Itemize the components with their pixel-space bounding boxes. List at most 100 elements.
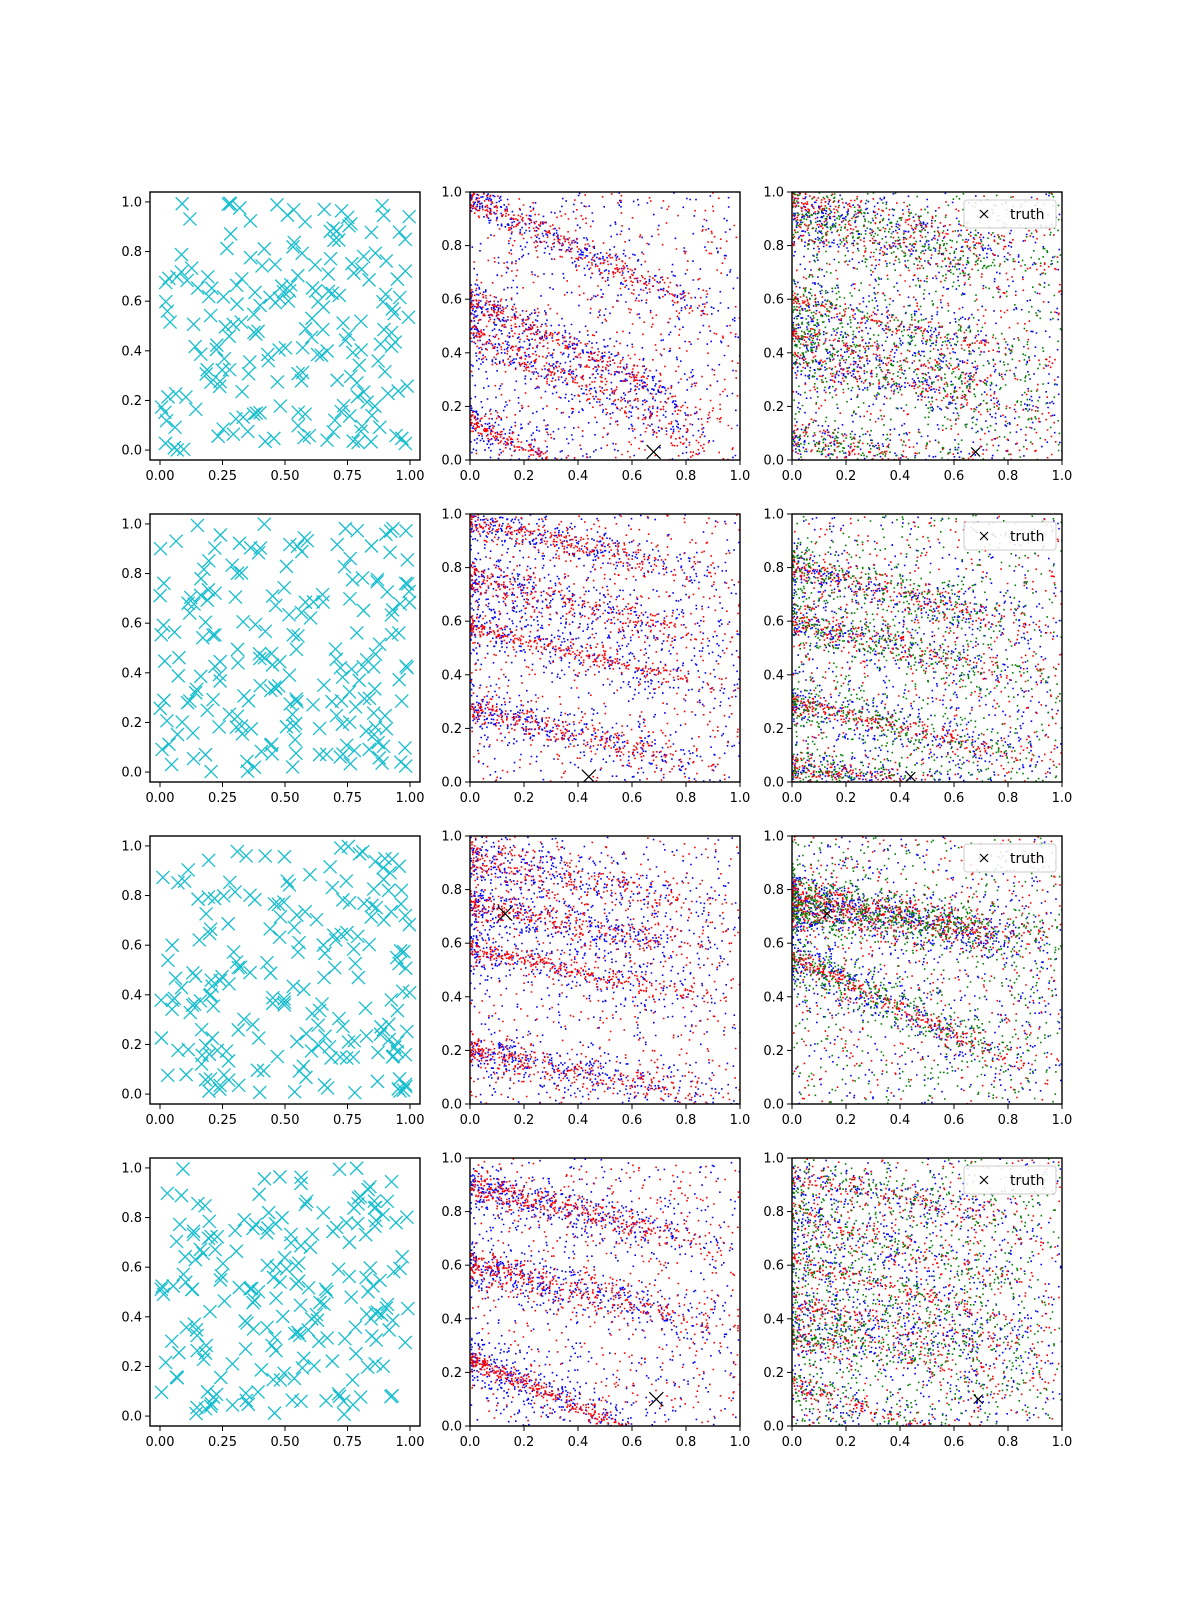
x-marker [342,591,357,606]
x-marker [271,897,286,912]
x-marker [241,693,256,708]
data-points [154,839,417,1100]
x-marker [369,900,384,915]
point-cloud-series-0 [470,836,740,1104]
x-marker [292,1328,307,1343]
x-marker [356,249,371,264]
x-marker [325,286,340,301]
x-marker [250,1063,265,1078]
x-marker [367,399,382,414]
x-marker [372,420,387,435]
x-marker [277,991,292,1006]
x-marker [190,281,205,295]
data-points [153,517,417,779]
y-tick-label: 0.2 [121,1360,142,1375]
data-points [154,196,417,457]
x-marker [213,674,228,688]
x-marker [305,281,320,295]
x-marker [320,1331,335,1345]
x-marker [367,1194,382,1209]
x-marker [349,1161,364,1176]
x-marker [320,344,335,358]
x-marker [175,715,190,730]
x-marker [289,746,304,761]
x-marker [190,518,205,533]
x-marker [176,1267,191,1282]
x-marker [259,1225,274,1240]
x-marker [243,213,258,228]
x-marker [208,628,222,642]
y-tick-label: 0.6 [441,293,462,308]
x-marker [389,1215,404,1230]
x-marker [289,908,304,923]
x-tick-label: 0.00 [146,469,175,484]
x-marker [257,241,272,256]
x-marker [199,367,214,381]
subplot-r1-c1: 0.0 0.2 0.4 0.6 0.8 1.0 0.0 0.2 0.4 0.6 0.8 1.0 [441,508,750,807]
y-tick-label: 0.8 [441,883,462,898]
x-marker [260,1258,275,1273]
y-tick-label: 0.2 [763,1044,784,1059]
x-marker [352,846,367,861]
y-tick-label: 1.0 [121,195,142,210]
x-marker [337,559,352,574]
x-marker [272,343,287,357]
x-marker [355,570,370,585]
x-tick-label: 0.8 [998,1113,1019,1128]
x-marker [347,743,362,758]
point-cloud-series-1 [792,1158,1062,1426]
x-marker [329,652,344,667]
x-marker [166,1279,181,1293]
x-tick-label: 1.00 [396,1113,425,1128]
x-marker [246,307,261,322]
x-marker [381,1017,396,1032]
y-tick-label: 0.0 [121,1088,142,1103]
y-tick-label: 0.6 [441,937,462,952]
x-marker [396,944,411,959]
x-marker [202,926,217,941]
x-marker [287,920,302,935]
axes-frame [469,1157,741,1427]
x-marker [381,883,396,898]
x-marker [188,1252,203,1267]
x-marker [255,259,269,273]
x-tick-label: 0.6 [622,1435,643,1450]
x-marker [378,708,393,723]
x-marker [209,342,224,357]
x-marker [294,1238,308,1253]
x-marker [316,678,331,693]
point-cloud-series-1 [470,1158,740,1426]
x-marker [243,965,258,980]
x-marker [392,1071,407,1086]
legend-marker-icon [979,853,989,863]
x-marker [350,389,365,404]
x-marker [335,717,350,732]
x-marker [281,294,296,309]
x-marker [320,433,335,448]
x-marker [353,424,368,439]
x-marker [380,1194,395,1209]
x-marker [213,1273,228,1287]
data-points [792,836,1062,1104]
x-marker [298,904,313,919]
x-marker [268,681,283,696]
x-marker [277,1366,292,1381]
x-marker [242,354,257,369]
x-marker [201,853,216,868]
x-marker [286,202,301,217]
x-tick-label: 0.50 [271,1113,300,1128]
y-tick-label: 0.8 [121,567,142,582]
x-marker [226,317,241,332]
x-marker [162,737,176,752]
point-cloud-series-2 [792,837,1062,1104]
x-marker [330,537,345,552]
x-marker [297,530,312,545]
x-marker [268,598,283,613]
subplot-r3-c0: 0.00 0.25 0.50 0.75 1.00 0.0 0.2 0.4 0.6 0.8 1.0 [121,1157,424,1450]
y-tick-label: 0.6 [763,1259,784,1274]
x-marker [399,659,414,674]
legend-box [963,199,1057,229]
x-marker [348,956,363,971]
x-marker [180,695,195,710]
